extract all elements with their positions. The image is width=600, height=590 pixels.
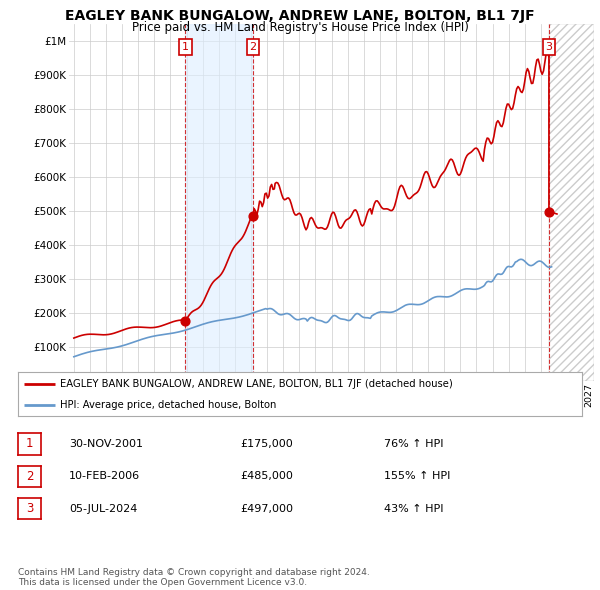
Text: HPI: Average price, detached house, Bolton: HPI: Average price, detached house, Bolt… [60,400,277,410]
Bar [549,24,594,381]
Text: 43% ↑ HPI: 43% ↑ HPI [384,504,443,514]
Text: 2: 2 [26,470,33,483]
Text: 05-JUL-2024: 05-JUL-2024 [69,504,137,514]
Text: 76% ↑ HPI: 76% ↑ HPI [384,439,443,449]
Text: 1: 1 [182,42,189,52]
Text: EAGLEY BANK BUNGALOW, ANDREW LANE, BOLTON, BL1 7JF (detached house): EAGLEY BANK BUNGALOW, ANDREW LANE, BOLTO… [60,379,453,389]
Text: £175,000: £175,000 [240,439,293,449]
Text: £497,000: £497,000 [240,504,293,514]
Text: EAGLEY BANK BUNGALOW, ANDREW LANE, BOLTON, BL1 7JF: EAGLEY BANK BUNGALOW, ANDREW LANE, BOLTO… [65,9,535,23]
Text: 10-FEB-2006: 10-FEB-2006 [69,471,140,481]
Text: 3: 3 [26,502,33,516]
Point [544,207,554,217]
Point [248,211,257,221]
Text: Price paid vs. HM Land Registry's House Price Index (HPI): Price paid vs. HM Land Registry's House … [131,21,469,34]
Text: £485,000: £485,000 [240,471,293,481]
Text: 3: 3 [545,42,553,52]
Text: 155% ↑ HPI: 155% ↑ HPI [384,471,451,481]
Text: 1: 1 [26,437,33,451]
Text: 2: 2 [250,42,256,52]
Text: 30-NOV-2001: 30-NOV-2001 [69,439,143,449]
Text: Contains HM Land Registry data © Crown copyright and database right 2024.
This d: Contains HM Land Registry data © Crown c… [18,568,370,587]
Bar [185,24,253,381]
Point [181,316,190,326]
Bar [549,24,594,381]
